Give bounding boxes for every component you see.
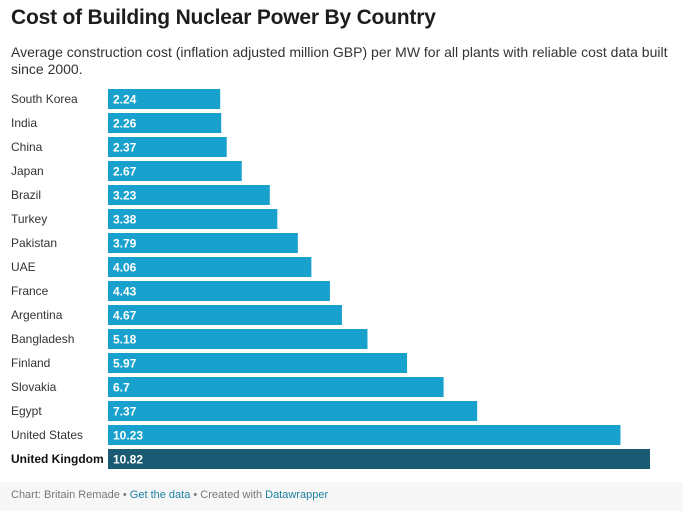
source-credit: Chart: Britain Remade (11, 489, 120, 501)
category-label-egypt: Egypt (11, 404, 42, 418)
value-label-turkey: 3.38 (113, 213, 137, 227)
category-label-argentina: Argentina (11, 308, 63, 322)
bar-united-states (108, 425, 621, 445)
bar-slovakia (108, 377, 444, 397)
category-label-uae: UAE (11, 260, 36, 274)
value-label-bangladesh: 5.18 (113, 333, 137, 347)
bar-united-kingdom (108, 449, 650, 469)
value-label-united-states: 10.23 (113, 429, 143, 443)
value-label-brazil: 3.23 (113, 189, 137, 203)
bar-uae (108, 257, 312, 277)
category-label-bangladesh: Bangladesh (11, 332, 74, 346)
chart-subtitle: Average construction cost (inflation adj… (11, 44, 668, 77)
get-data-link[interactable]: Get the data (129, 489, 191, 501)
footer-separator: • (119, 489, 130, 501)
bar-japan (108, 161, 242, 181)
bar-turkey (108, 209, 278, 229)
value-label-slovakia: 6.7 (113, 381, 130, 395)
bar-china (108, 137, 227, 157)
bar-india (108, 113, 222, 133)
bar-chart: South Korea 2.24 India 2.26 China 2.37 Japan 2.… (11, 89, 650, 469)
footer: Chart: Britain Remade • Get the data • C… (11, 489, 328, 501)
category-label-china: China (11, 140, 43, 154)
footer-bar (0, 482, 683, 511)
bar-brazil (108, 185, 270, 205)
datawrapper-link[interactable]: Datawrapper (265, 489, 329, 501)
value-label-japan: 2.67 (113, 165, 137, 179)
category-label-brazil: Brazil (11, 188, 41, 202)
bar-south-korea (108, 89, 221, 109)
bar-bangladesh (108, 329, 368, 349)
value-label-finland: 5.97 (113, 357, 137, 371)
bar-pakistan (108, 233, 298, 253)
category-label-slovakia: Slovakia (11, 380, 57, 394)
category-label-france: France (11, 284, 49, 298)
category-label-south-korea: South Korea (11, 92, 78, 106)
category-label-united-states: United States (11, 428, 83, 442)
value-label-india: 2.26 (113, 117, 137, 131)
value-label-china: 2.37 (113, 141, 137, 155)
category-label-india: India (11, 116, 37, 130)
category-label-finland: Finland (11, 356, 50, 370)
bar-egypt (108, 401, 478, 421)
value-label-south-korea: 2.24 (113, 93, 137, 107)
value-label-pakistan: 3.79 (113, 237, 137, 251)
bar-finland (108, 353, 408, 373)
category-label-united-kingdom: United Kingdom (11, 452, 104, 466)
chart-title: Cost of Building Nuclear Power By Countr… (11, 6, 436, 29)
value-label-egypt: 7.37 (113, 405, 137, 419)
value-label-united-kingdom: 10.82 (113, 453, 143, 467)
value-label-argentina: 4.67 (113, 309, 137, 323)
created-with-text: • Created with (190, 489, 266, 501)
value-label-uae: 4.06 (113, 261, 137, 275)
category-label-turkey: Turkey (11, 212, 47, 226)
category-label-japan: Japan (11, 164, 44, 178)
category-label-pakistan: Pakistan (11, 236, 57, 250)
value-label-france: 4.43 (113, 285, 137, 299)
bar-argentina (108, 305, 342, 325)
bar-france (108, 281, 330, 301)
